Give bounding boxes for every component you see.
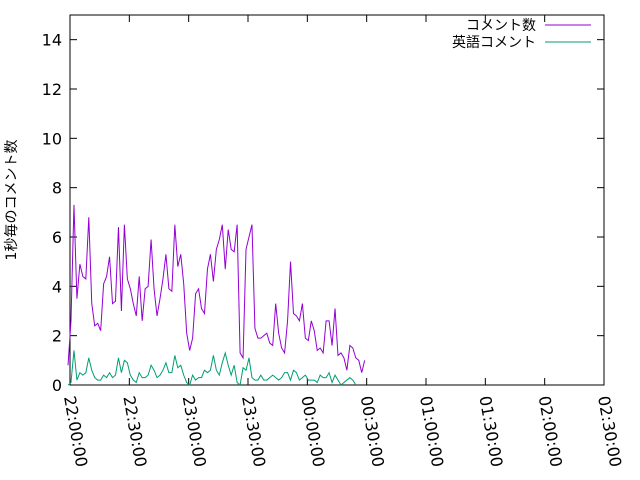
series-lines [67,204,366,386]
y-tick-label: 2 [52,327,62,346]
x-tick-label: 02:30:00 [594,394,625,468]
x-axis: 22:00:00 22:30:00 23:00:00 23:30:00 00:00:00… [60,15,625,468]
y-tick-label: 0 [52,376,62,395]
legend-label: コメント数 [466,18,536,34]
plot-frame [69,14,605,386]
series-line-1 [67,350,357,386]
y-axis: 0 2 4 6 8 10 12 14 [42,31,604,395]
y-tick-label: 12 [42,80,62,99]
legend-label: 英語コメント [452,34,536,51]
y-axis-label: 1秒毎のコメント数 [4,140,20,261]
x-tick-label: 00:30:00 [357,394,388,468]
x-tick-label: 00:00:00 [297,394,328,468]
y-tick-label: 8 [52,179,62,198]
y-tick-label: 4 [52,277,62,296]
x-tick-label: 01:30:00 [475,394,506,468]
x-tick-label: 22:00:00 [60,394,91,468]
x-tick-label: 23:30:00 [238,394,269,468]
x-tick-label: 22:30:00 [119,394,150,468]
x-tick-label: 01:00:00 [416,394,447,468]
y-tick-label: 6 [52,228,62,247]
y-tick-label: 14 [42,31,62,50]
plot-area [69,14,605,386]
series-line-0 [67,204,366,373]
y-tick-label: 10 [42,129,62,148]
x-tick-label: 23:00:00 [179,394,210,468]
x-tick-label: 02:00:00 [535,394,566,468]
